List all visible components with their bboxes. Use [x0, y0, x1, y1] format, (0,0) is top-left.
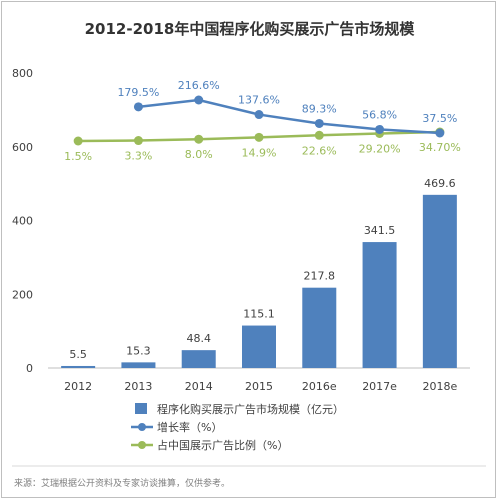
bar-value-label: 469.6 [424, 177, 456, 190]
chart-title: 2012-2018年中国程序化购买展示广告市场规模 [84, 20, 415, 38]
share-point [133, 136, 143, 146]
share-value-label: 29.20% [359, 142, 401, 155]
share-point [194, 134, 204, 144]
x-tick-label: 2016e [302, 380, 337, 393]
growth-value-label: 37.5% [422, 112, 457, 125]
source-note: 来源：艾瑞根据公开资料及专家访谈推算，仅供参考。 [14, 479, 231, 489]
y-tick-label: 0 [26, 362, 33, 375]
bar [302, 287, 337, 368]
bar [362, 242, 397, 368]
bar-value-label: 5.5 [69, 348, 87, 361]
y-tick-label: 600 [12, 141, 33, 154]
bar-value-label: 115.1 [243, 308, 275, 321]
share-point [314, 130, 324, 140]
share-point [73, 136, 83, 146]
y-tick-label: 800 [12, 67, 33, 80]
legend-marker-share [138, 441, 146, 449]
bar-value-label: 48.4 [186, 332, 211, 345]
share-value-label: 8.0% [185, 148, 213, 161]
x-tick-label: 2014 [185, 380, 213, 393]
growth-value-label: 56.8% [362, 108, 397, 121]
y-tick-label: 200 [12, 288, 33, 301]
y-tick-label: 400 [12, 215, 33, 228]
bar-value-label: 217.8 [304, 270, 336, 283]
legend-label-bar: 程序化购买展示广告市场规模（亿元） [157, 402, 344, 416]
growth-point [375, 124, 385, 134]
growth-value-label: 137.6% [238, 94, 280, 107]
share-value-label: 1.5% [64, 150, 92, 163]
x-tick-label: 2012 [64, 380, 92, 393]
bar [181, 350, 216, 368]
growth-line [138, 98, 440, 135]
growth-point [194, 95, 204, 105]
x-tick-label: 2017e [362, 380, 397, 393]
bar [61, 365, 96, 368]
growth-point [254, 110, 264, 120]
growth-point [435, 128, 445, 138]
growth-point [133, 102, 143, 112]
growth-value-label: 179.5% [117, 86, 159, 99]
share-value-label: 14.9% [242, 146, 277, 159]
share-value-label: 34.70% [419, 141, 461, 154]
x-tick-label: 2013 [124, 380, 152, 393]
x-tick-label: 2018e [422, 380, 457, 393]
share-value-label: 3.3% [124, 150, 152, 163]
bar [422, 194, 457, 368]
legend-marker-growth [138, 423, 146, 431]
bar-value-label: 15.3 [126, 344, 151, 357]
growth-value-label: 89.3% [302, 102, 337, 115]
share-point [254, 132, 264, 142]
growth-value-label: 216.6% [178, 79, 220, 92]
legend-label-growth: 增长率（%） [157, 420, 222, 434]
x-tick-label: 2015 [245, 380, 273, 393]
share-value-label: 22.6% [302, 144, 337, 157]
bar-value-label: 341.5 [364, 224, 396, 237]
legend-swatch-bar [135, 403, 147, 414]
bar [242, 325, 276, 368]
bar [121, 362, 156, 368]
legend-label-share: 占中国展示广告比例（%） [157, 438, 288, 452]
growth-point [314, 118, 324, 128]
